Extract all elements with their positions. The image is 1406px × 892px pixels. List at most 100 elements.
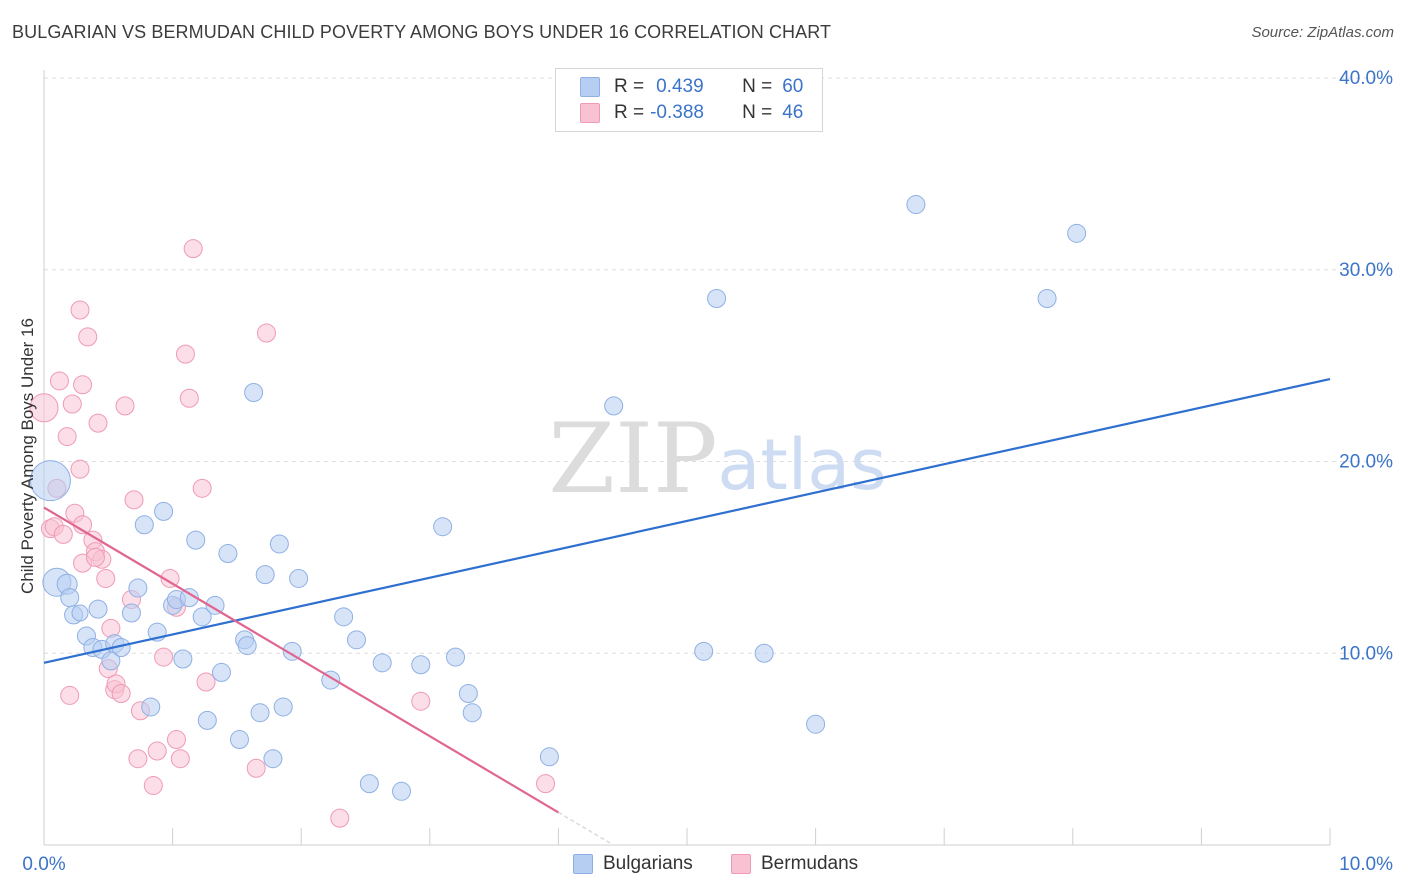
legend-row-bulgarians: R = 0.439 N = 60 <box>580 75 803 99</box>
bulgarians-point <box>154 501 174 521</box>
bermudans-trend-extension <box>558 811 611 844</box>
bermudans-point <box>49 371 69 391</box>
bulgarians-point <box>88 599 108 619</box>
bulgarians-point <box>411 655 431 675</box>
bulgarians-point <box>263 749 283 769</box>
bulgarians-point <box>1067 223 1087 243</box>
bulgarians-point <box>273 697 293 717</box>
bulgarians-point <box>229 730 249 750</box>
bermudans-point <box>124 490 144 510</box>
bermudans-point <box>192 478 212 498</box>
watermark-zip: ZIP <box>548 403 717 515</box>
bulgarians-point <box>197 710 217 730</box>
bermudans-point <box>78 327 98 347</box>
bulgarians-point <box>121 603 141 623</box>
bermudans-point <box>128 749 148 769</box>
r-value: -0.388 <box>650 102 704 123</box>
y-tick-label: 10.0% <box>1339 643 1393 664</box>
bermudans-point <box>183 239 203 259</box>
pink-swatch <box>731 854 751 874</box>
chart-title: BULGARIAN VS BERMUDAN CHILD POVERTY AMON… <box>12 22 832 42</box>
n-value: 46 <box>782 102 804 123</box>
pink-swatch <box>580 103 600 123</box>
bulgarians-point <box>218 544 238 564</box>
bermudans-trend-line <box>43 506 559 814</box>
n-value: 60 <box>782 76 804 97</box>
bermudans-point <box>170 749 190 769</box>
bermudans-point <box>536 774 556 794</box>
axes <box>43 70 1331 846</box>
bermudans-point <box>85 547 105 567</box>
legend-row-bermudans: R = -0.388 N = 46 <box>580 101 803 125</box>
x-tick-label: 10.0% <box>1339 854 1393 875</box>
y-tick-label: 30.0% <box>1339 260 1393 281</box>
bulgarians-point <box>71 604 89 622</box>
bermudans-point <box>70 459 90 479</box>
blue-swatch <box>573 854 593 874</box>
grid-lines <box>44 77 1392 654</box>
bulgarians-point <box>211 662 231 682</box>
bulgarians-point <box>60 588 80 608</box>
bulgarians-point <box>462 703 482 723</box>
bulgarians-point <box>237 636 257 656</box>
blue-swatch <box>580 77 600 97</box>
legend-item-bulgarians: Bulgarians <box>573 852 693 876</box>
bermudans-point <box>246 758 266 778</box>
bulgarians-trend-line <box>43 377 1331 664</box>
bermudans-point <box>111 684 131 704</box>
y-axis-title: Child Poverty Among Boys Under 16 <box>18 318 37 594</box>
bermudans-point <box>60 685 80 705</box>
bermudans-point <box>62 394 82 414</box>
y-tick-label: 20.0% <box>1339 452 1393 473</box>
bermudans-point <box>196 672 216 692</box>
bulgarians-point <box>186 530 206 550</box>
bulgarians-point <box>906 195 926 215</box>
bulgarians-point <box>128 578 148 598</box>
bulgarians-point <box>446 647 466 667</box>
bermudans-point <box>115 396 135 416</box>
bulgarians-point <box>372 653 392 673</box>
bermudans-point <box>175 344 195 364</box>
y-tick-label: 40.0% <box>1339 68 1393 89</box>
bulgarians-point <box>255 565 275 585</box>
bulgarians-point <box>458 684 478 704</box>
r-label: R = <box>614 76 645 97</box>
bermudans-point <box>143 776 163 796</box>
bulgarians-point <box>359 774 379 794</box>
bulgarians-point <box>392 781 412 801</box>
bulgarians-point <box>141 697 161 717</box>
bermudans-point <box>160 568 180 588</box>
bulgarians-point <box>134 515 154 535</box>
x-tick-label: 0.0% <box>22 854 65 875</box>
r-value: 0.439 <box>656 76 704 97</box>
bermudans-point <box>179 388 199 408</box>
bulgarians-point <box>707 289 727 309</box>
bermudans-point <box>73 375 93 395</box>
watermark-atlas: atlas <box>717 424 886 506</box>
bulgarians-point <box>604 396 624 416</box>
source-note: Source: ZipAtlas.com <box>1251 24 1394 41</box>
bulgarians-point <box>282 641 302 661</box>
bermudans-point <box>330 808 350 828</box>
stats-legend: R = 0.439 N = 60 R = -0.388 N = 46 <box>555 68 823 132</box>
bermudans-point <box>29 393 59 423</box>
bulgarians-point <box>173 649 193 669</box>
bermudans-point <box>57 427 77 447</box>
bulgarians-point <box>539 747 559 767</box>
tick-labels: 10.0% 20.0% 30.0% 40.0% 0.0% 10.0% <box>22 68 1393 875</box>
bermudans-points <box>29 239 556 828</box>
n-label: N = <box>742 102 773 123</box>
bermudans-point <box>411 691 431 711</box>
watermark: ZIP atlas <box>548 403 886 515</box>
bulgarians-point <box>244 382 264 402</box>
bulgarians-point <box>205 595 225 615</box>
bulgarians-point <box>250 703 270 723</box>
bulgarians-point <box>346 630 366 650</box>
bermudans-point <box>166 730 186 750</box>
bulgarians-point <box>754 643 774 663</box>
trend-lines <box>43 377 1331 844</box>
bulgarians-point <box>29 460 71 502</box>
bermudans-point <box>154 647 174 667</box>
